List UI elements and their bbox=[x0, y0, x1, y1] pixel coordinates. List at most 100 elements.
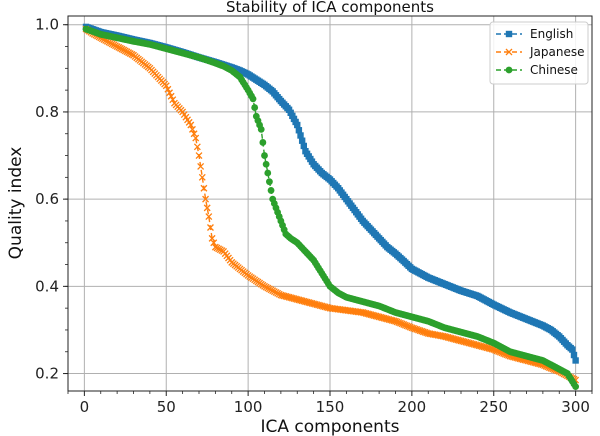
data-point-stroke bbox=[280, 292, 288, 300]
data-point bbox=[251, 104, 259, 111]
x-tick-label: 200 bbox=[398, 398, 427, 416]
data-point-stroke bbox=[473, 341, 481, 349]
data-point-stroke bbox=[360, 309, 368, 317]
data-point-stroke bbox=[418, 327, 426, 335]
data-point bbox=[164, 85, 172, 93]
data-point bbox=[166, 89, 173, 97]
data-point-stroke bbox=[450, 335, 458, 343]
data-point bbox=[208, 234, 216, 242]
data-point-stroke bbox=[408, 324, 416, 332]
data-point-stroke bbox=[421, 328, 429, 336]
x-tick-label: 250 bbox=[479, 398, 508, 416]
data-point-stroke bbox=[387, 316, 395, 324]
data-point bbox=[198, 173, 206, 181]
data-point-stroke bbox=[308, 299, 316, 307]
data-point bbox=[193, 143, 201, 151]
data-point-stroke bbox=[287, 294, 295, 302]
data-point bbox=[266, 178, 273, 186]
y-tick-label: 0.6 bbox=[35, 190, 59, 208]
data-point-stroke bbox=[483, 344, 491, 352]
data-point bbox=[297, 132, 304, 139]
data-point-stroke bbox=[193, 143, 201, 151]
data-point-stroke bbox=[395, 319, 403, 327]
legend-marker bbox=[505, 66, 513, 74]
data-point-stroke bbox=[208, 234, 216, 242]
data-point-stroke bbox=[482, 343, 490, 351]
legend-marker bbox=[505, 30, 513, 38]
legend-items: English Japanese Chinese bbox=[496, 27, 585, 77]
data-point bbox=[203, 204, 211, 212]
ticks-layer: 0 50 100 150 200 250 300 0.2 0.4 0.6 0.8 1.0 bbox=[35, 16, 593, 416]
legend-label: Chinese bbox=[530, 63, 578, 77]
data-point-stroke bbox=[187, 121, 195, 129]
data-point-stroke bbox=[398, 320, 406, 328]
data-point-stroke bbox=[167, 92, 175, 100]
data-point-stroke bbox=[169, 96, 177, 104]
data-point-stroke bbox=[485, 344, 493, 352]
data-point bbox=[249, 95, 257, 103]
data-point bbox=[192, 134, 200, 142]
x-tick-label: 150 bbox=[316, 398, 345, 416]
data-point-stroke bbox=[400, 321, 408, 328]
data-point bbox=[570, 351, 578, 359]
x-tick-label: 100 bbox=[234, 398, 263, 416]
data-point-stroke bbox=[472, 341, 480, 349]
data-point-stroke bbox=[283, 293, 291, 301]
data-point-stroke bbox=[293, 295, 301, 303]
data-point-stroke bbox=[190, 130, 198, 138]
data-point-stroke bbox=[469, 340, 476, 348]
legend-item-japanese: Japanese bbox=[496, 45, 585, 59]
data-point-stroke bbox=[364, 310, 372, 318]
data-point bbox=[569, 346, 576, 353]
data-point-stroke bbox=[374, 312, 381, 320]
data-point-stroke bbox=[357, 308, 365, 316]
data-point bbox=[300, 142, 307, 150]
legend-item-chinese: Chinese bbox=[496, 63, 578, 77]
data-point-stroke bbox=[305, 299, 313, 306]
data-point-stroke bbox=[392, 317, 399, 325]
data-point-stroke bbox=[403, 322, 411, 330]
data-point-stroke bbox=[385, 316, 393, 323]
data-point bbox=[187, 121, 195, 129]
data-point-stroke bbox=[367, 311, 375, 319]
data-point bbox=[261, 152, 268, 159]
data-point-stroke bbox=[455, 336, 463, 344]
data-point-stroke bbox=[316, 302, 324, 309]
data-point bbox=[167, 92, 175, 100]
data-point-stroke bbox=[205, 213, 213, 221]
data-point bbox=[264, 169, 272, 177]
data-point-stroke bbox=[396, 319, 404, 327]
data-point bbox=[259, 139, 267, 146]
data-point bbox=[572, 357, 579, 364]
legend-label: Japanese bbox=[529, 45, 585, 59]
data-point-stroke bbox=[454, 336, 462, 344]
data-point bbox=[205, 213, 213, 221]
data-point-stroke bbox=[295, 296, 303, 304]
data-point-stroke bbox=[414, 326, 422, 334]
data-point-stroke bbox=[195, 152, 203, 159]
x-tick-label: 50 bbox=[157, 398, 176, 416]
data-point-stroke bbox=[162, 82, 170, 90]
data-point bbox=[195, 152, 203, 159]
data-point-stroke bbox=[315, 301, 322, 309]
data-point bbox=[207, 224, 214, 231]
data-point-stroke bbox=[365, 310, 373, 318]
data-point-stroke bbox=[185, 118, 193, 126]
x-tick-label: 300 bbox=[561, 398, 590, 416]
data-point-stroke bbox=[292, 295, 300, 303]
data-point-stroke bbox=[179, 108, 187, 116]
data-point-stroke bbox=[321, 303, 329, 311]
data-point bbox=[262, 160, 270, 168]
data-point-stroke bbox=[192, 134, 200, 142]
data-point-stroke bbox=[467, 340, 475, 347]
data-point-stroke bbox=[303, 298, 311, 306]
data-point-stroke bbox=[380, 314, 388, 322]
data-point-stroke bbox=[459, 337, 467, 345]
data-point-stroke bbox=[372, 312, 380, 320]
data-point-stroke bbox=[413, 326, 421, 333]
data-point-stroke bbox=[411, 325, 419, 333]
legend-item-english: English bbox=[496, 27, 573, 41]
data-point bbox=[572, 383, 580, 391]
series-layer bbox=[82, 23, 580, 391]
data-point-stroke bbox=[457, 337, 465, 345]
